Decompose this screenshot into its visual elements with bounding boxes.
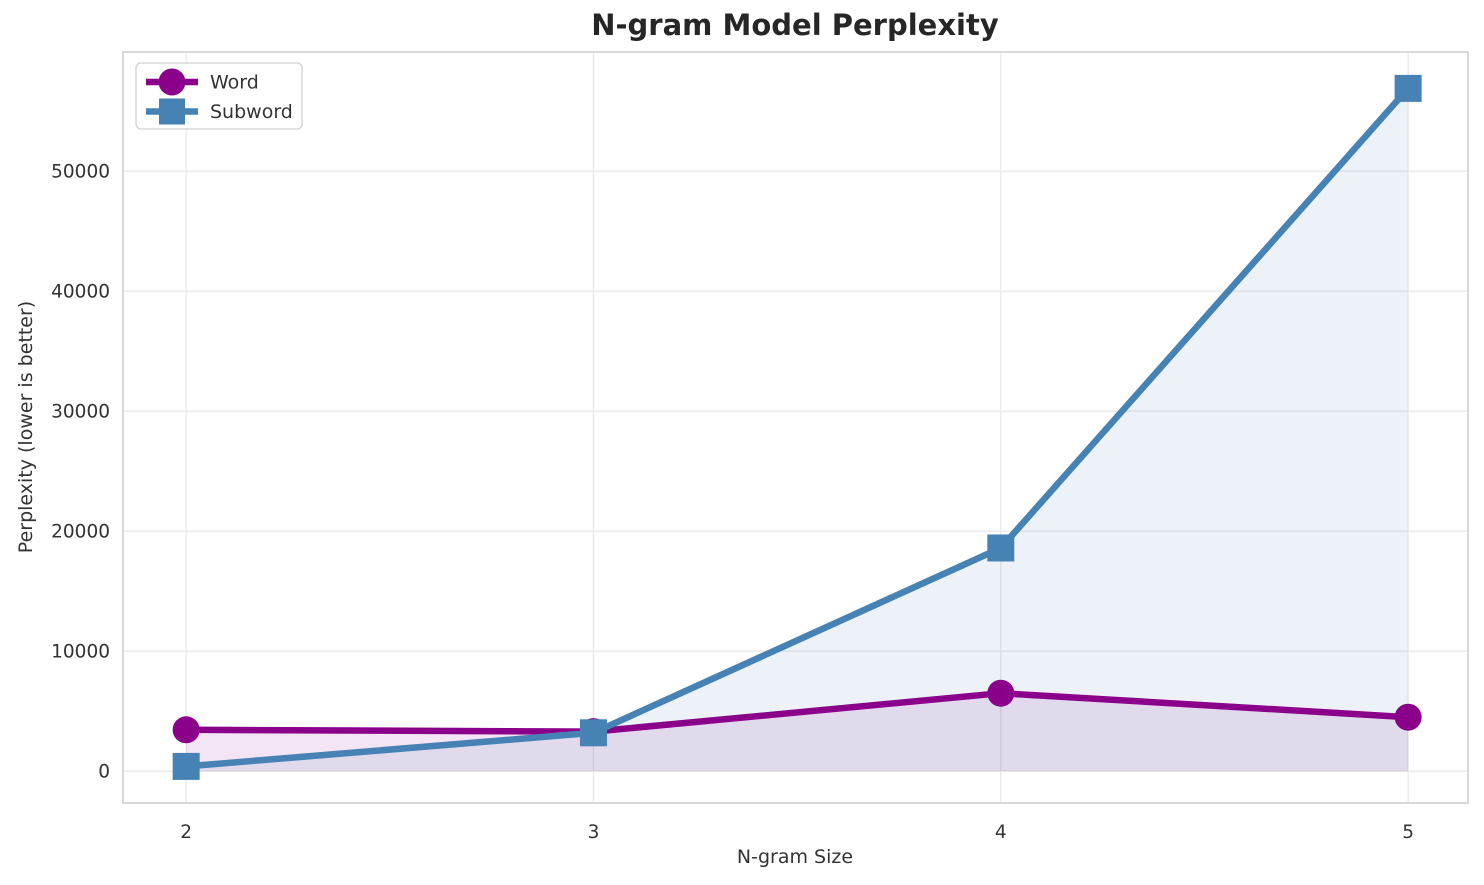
subword-line (185, 86, 1411, 770)
subword-data-point (172, 752, 200, 780)
legend-item-label: Subword (210, 101, 293, 123)
legend-marker-square (159, 98, 185, 125)
word-data-point (1394, 703, 1422, 731)
word-data-point (172, 716, 200, 744)
subword-data-point (579, 719, 607, 747)
x-axis-label: N-gram Size (736, 846, 854, 868)
subword-area-fill (186, 88, 1409, 772)
y-tick-label: 0 (98, 762, 110, 783)
x-tick-label: 4 (995, 822, 1007, 843)
x-tick-label: 2 (180, 822, 192, 843)
plot-border (122, 51, 1469, 804)
chart-title: N-gram Model Perplexity (591, 8, 999, 42)
word-data-point (987, 679, 1015, 707)
word-area-fill (186, 693, 1409, 772)
y-tick-label: 50000 (51, 162, 110, 183)
y-tick-label: 20000 (51, 522, 110, 543)
x-tick-label: 5 (1402, 822, 1414, 843)
subword-data-point (987, 534, 1015, 562)
word-line (186, 689, 1409, 735)
subword-data-point (1394, 74, 1422, 102)
y-tick-label: 40000 (51, 282, 110, 303)
y-axis-label: Perplexity (lower is better) (15, 300, 37, 554)
y-tick-label: 10000 (51, 642, 110, 663)
legend-marker-circle (158, 68, 186, 96)
legend-item-label: Word (210, 72, 259, 94)
x-tick-label: 3 (588, 822, 600, 843)
y-tick-label: 30000 (51, 402, 110, 423)
